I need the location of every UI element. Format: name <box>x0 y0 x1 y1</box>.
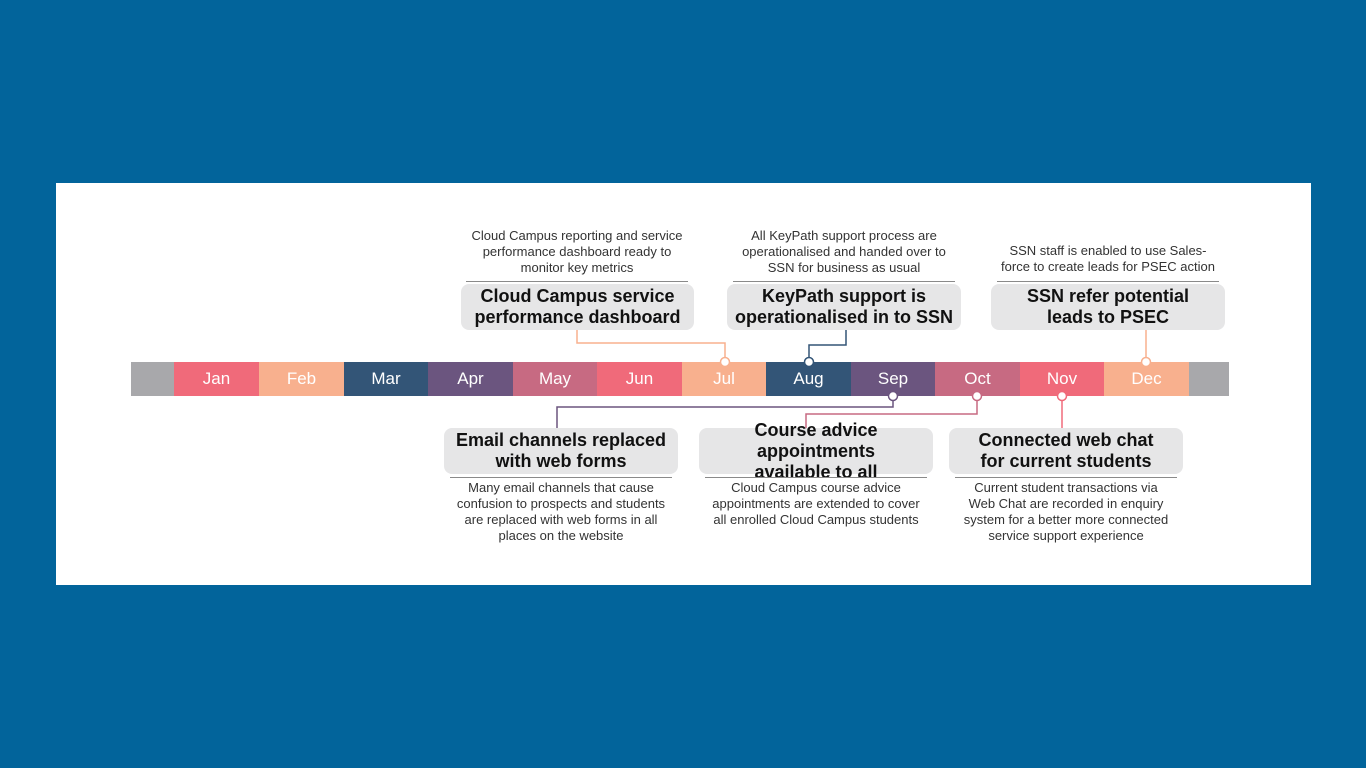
month-oct: Oct <box>935 362 1020 396</box>
milestone-psec-title: SSN refer potential leads to PSEC <box>991 284 1225 330</box>
month-apr: Apr <box>428 362 513 396</box>
timeline-bar-end <box>1189 362 1229 396</box>
milestone-webforms-title: Email channels replaced with web forms <box>444 428 678 474</box>
milestone-appointments-rule <box>705 477 927 478</box>
month-may: May <box>513 362 597 396</box>
month-sep: Sep <box>851 362 935 396</box>
milestone-webchat-description: Current student transactions via Web Cha… <box>963 480 1169 543</box>
milestone-appointments-description: Cloud Campus course advice appointments … <box>712 480 920 527</box>
milestone-dashboard-description: Cloud Campus reporting and service perfo… <box>471 228 683 275</box>
month-jul: Jul <box>682 362 766 396</box>
month-jun: Jun <box>597 362 682 396</box>
milestone-keypath-title: KeyPath support is operationalised in to… <box>727 284 961 330</box>
milestone-webchat-title: Connected web chat for current students <box>949 428 1183 474</box>
milestone-dashboard-title: Cloud Campus service performance dashboa… <box>461 284 694 330</box>
month-mar: Mar <box>344 362 428 396</box>
milestone-webforms-description: Many email channels that cause confusion… <box>456 480 666 543</box>
milestone-keypath-description: All KeyPath support process are operatio… <box>742 228 946 275</box>
month-jan: Jan <box>174 362 259 396</box>
month-feb: Feb <box>259 362 344 396</box>
milestone-dashboard-rule <box>466 281 688 282</box>
milestone-keypath-rule <box>733 281 955 282</box>
milestone-webforms-rule <box>450 477 672 478</box>
milestone-appointments-title: Course advice appointments available to … <box>699 420 933 482</box>
month-dec: Dec <box>1104 362 1189 396</box>
month-nov: Nov <box>1020 362 1104 396</box>
milestone-psec-description: SSN staff is enabled to use Sales- force… <box>1001 243 1215 274</box>
month-aug: Aug <box>766 362 851 396</box>
milestone-psec-rule <box>997 281 1219 282</box>
milestone-webchat-rule <box>955 477 1177 478</box>
timeline-bar-start <box>131 362 174 396</box>
